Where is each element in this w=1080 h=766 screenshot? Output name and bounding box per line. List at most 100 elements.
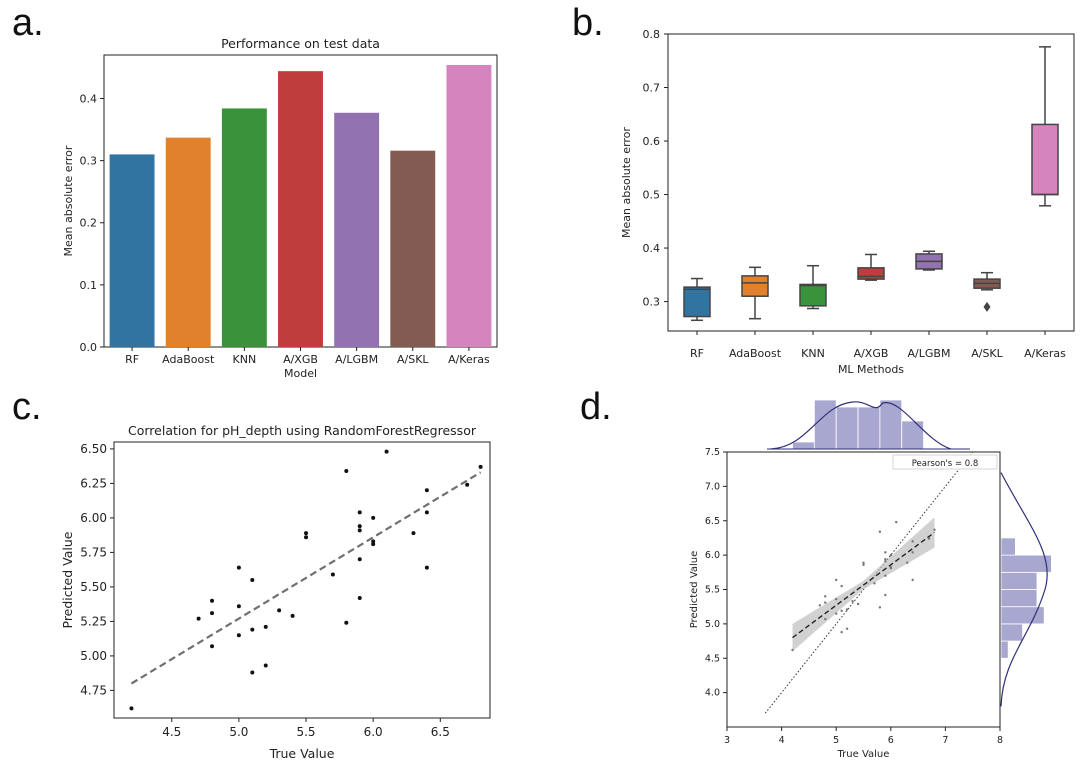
d-ytick-label: 5.0 (705, 619, 720, 630)
d-right-kde-curve (1000, 472, 1048, 707)
d-top-hist-bar (901, 420, 924, 450)
d-right-hist-bar (1000, 554, 1052, 573)
d-point (840, 609, 843, 613)
c-point (250, 578, 255, 582)
b-box-AdaBoost (741, 275, 769, 297)
d-xlabel: True Value (837, 749, 890, 760)
d-point (884, 558, 887, 561)
c-point (250, 627, 255, 632)
a-ytick-label: 0.3 (80, 155, 98, 168)
b-box-A/XGB (857, 267, 885, 280)
a-xlabel: Model (284, 367, 317, 380)
d-point (824, 601, 827, 604)
d-top-hist-bar (813, 399, 837, 450)
d-top-hist-bar (835, 406, 859, 450)
a-xtick-label: A/XGB (283, 353, 318, 366)
d-point (824, 617, 827, 621)
a-xtick-label: KNN (233, 353, 257, 366)
d-point (889, 553, 892, 557)
d-point (856, 602, 860, 606)
b-xtick-label: A/LGBM (908, 347, 951, 360)
b-xtick-label: AdaBoost (729, 347, 782, 360)
c-point (236, 604, 241, 609)
c-xtick-label: 5.5 (296, 725, 315, 739)
b-box-KNN (799, 283, 827, 307)
c-plot-frame (113, 441, 491, 719)
d-point (884, 574, 887, 577)
a-ytick-label: 0.0 (80, 341, 98, 354)
c-point (411, 531, 416, 536)
a-xtick-label: AdaBoost (162, 353, 215, 366)
c-point (304, 535, 309, 540)
c-point (357, 510, 362, 515)
d-point (895, 520, 898, 524)
c-point (424, 510, 429, 515)
b-ylabel: Mean absolute error (620, 127, 633, 238)
c-point (465, 482, 470, 487)
d-ytick-label: 7.0 (705, 481, 720, 492)
c-ytick-label: 5.75 (80, 545, 107, 559)
d-xtick-label: 8 (997, 735, 1003, 746)
d-right-hist-bar (1000, 589, 1038, 608)
panel-label-d: d. (580, 386, 612, 428)
panel-label-c: c. (12, 386, 42, 428)
c-point (290, 613, 295, 618)
d-ylabel: Predicted Value (689, 551, 700, 629)
c-point (344, 620, 349, 625)
c-chart-title: Correlation for pH_depth using RandomFor… (128, 423, 477, 438)
c-point (384, 449, 389, 454)
d-point (840, 630, 843, 634)
c-xlabel: True Value (269, 746, 335, 761)
d-ytick-label: 4.5 (705, 653, 720, 664)
a-xtick-label: A/Keras (448, 353, 490, 366)
c-point (236, 565, 241, 570)
d-point (884, 551, 887, 554)
c-point (424, 565, 429, 570)
a-bar-AdaBoost (165, 137, 211, 347)
d-point (878, 606, 882, 609)
b-ytick-label: 0.7 (643, 82, 661, 95)
c-point (236, 633, 241, 638)
c-point (196, 616, 201, 621)
c-ytick-label: 6.50 (80, 442, 107, 456)
d-point (878, 530, 882, 533)
a-ylabel: Mean absolute error (62, 145, 75, 256)
d-right-hist-bar (1000, 571, 1038, 590)
c-ytick-label: 4.75 (80, 683, 107, 697)
c-point (304, 531, 309, 536)
d-point (911, 578, 914, 582)
c-trend-line (130, 471, 482, 685)
d-legend-text: Pearson's = 0.8 (912, 459, 979, 469)
c-xtick-label: 6.5 (431, 725, 450, 739)
d-point (791, 648, 794, 652)
c-ylabel: Predicted Value (60, 531, 75, 628)
d-ytick-label: 5.5 (705, 585, 720, 596)
d-ytick-label: 4.0 (705, 688, 720, 699)
d-xtick-label: 7 (942, 735, 948, 746)
d-right-hist-bar (1000, 623, 1024, 642)
d-xtick-label: 3 (724, 735, 730, 746)
b-ytick-label: 0.8 (643, 28, 661, 41)
b-ytick-label: 0.6 (643, 135, 661, 148)
a-bar-A/SKL (390, 150, 436, 347)
c-ytick-label: 6.00 (80, 511, 107, 525)
b-xtick-label: KNN (801, 347, 825, 360)
c-point (371, 515, 376, 520)
d-right-hist-bar (1000, 640, 1009, 659)
d-point (845, 608, 849, 611)
c-point (478, 464, 483, 469)
b-xlabel: ML Methods (838, 363, 904, 376)
d-point (927, 537, 931, 540)
d-point (845, 627, 849, 630)
b-outlier (983, 301, 991, 312)
a-bar-A/LGBM (334, 112, 380, 348)
d-right-hist-bar (1000, 537, 1016, 556)
b-plot-frame (667, 33, 1075, 332)
d-xtick-label: 6 (888, 735, 894, 746)
b-ytick-label: 0.3 (643, 296, 661, 309)
c-point (263, 624, 268, 629)
c-point (210, 611, 215, 616)
d-point (835, 597, 838, 601)
c-point (263, 663, 268, 668)
a-xtick-label: RF (125, 353, 139, 366)
